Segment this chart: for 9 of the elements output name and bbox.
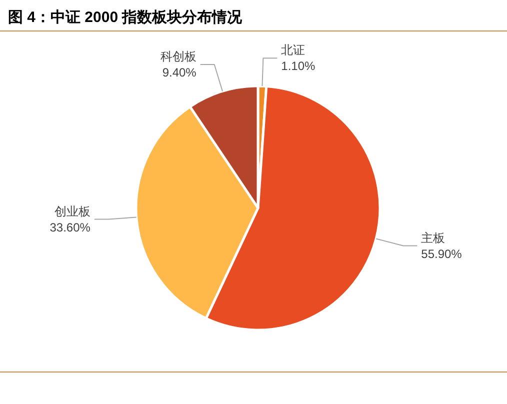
slice-label: 创业板 [54, 204, 90, 218]
slice-label: 科创板 [160, 49, 196, 64]
slice-label: 主板 [421, 230, 446, 245]
slice-label: 北证 [281, 43, 306, 58]
data-label: 33.60% [50, 220, 91, 234]
data-label: 1.10% [281, 59, 316, 74]
data-label: 55.90% [421, 246, 462, 261]
data-label: 9.40% [162, 65, 197, 80]
chart-title: 图 4：中证 2000 指数板块分布情况 [8, 9, 244, 26]
